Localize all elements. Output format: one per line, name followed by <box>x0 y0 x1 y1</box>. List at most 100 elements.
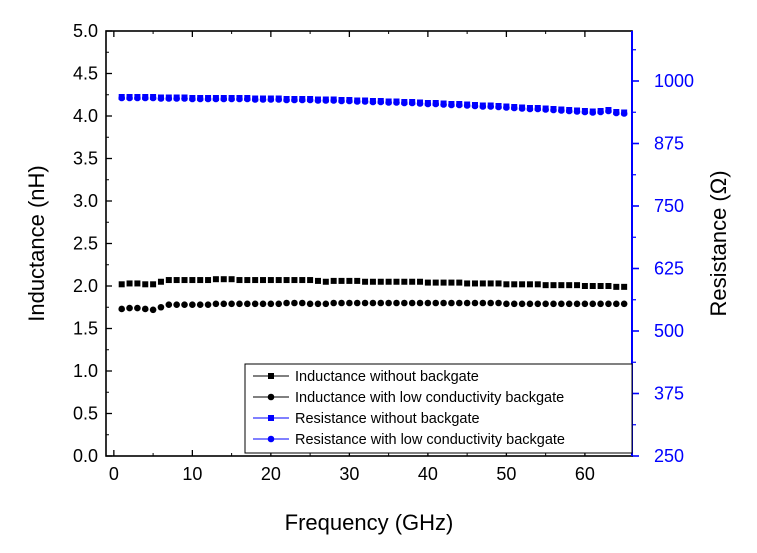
data-point <box>251 300 259 308</box>
x-tick-label: 50 <box>496 464 516 484</box>
data-point <box>518 300 526 308</box>
data-point <box>314 300 322 308</box>
legend-marker-square <box>268 415 274 421</box>
data-point <box>518 105 526 112</box>
data-point <box>196 301 204 309</box>
data-point <box>291 299 298 307</box>
x-axis-title: Frequency (GHz) <box>285 510 454 535</box>
data-point <box>196 95 204 103</box>
legend-label: Inductance without backgate <box>295 369 479 385</box>
data-point <box>448 279 455 286</box>
data-point <box>150 281 157 288</box>
y-left-tick-label: 2.5 <box>73 234 98 254</box>
y-left-tick-label: 3.5 <box>73 149 98 169</box>
data-point <box>581 283 588 289</box>
data-point <box>330 299 337 307</box>
data-point <box>385 278 392 285</box>
data-point <box>424 279 431 286</box>
data-point <box>236 95 243 103</box>
data-point <box>220 300 228 308</box>
data-point <box>338 299 345 307</box>
data-point <box>149 94 157 102</box>
axis-ticks: 0 10 20 30 40 50 60 0.0 0.5 1.0 1.5 2.0 2.5 3.0 3.5 4.0… <box>73 21 694 484</box>
data-point <box>479 280 486 287</box>
data-point <box>134 280 141 287</box>
data-point <box>212 95 220 103</box>
data-point <box>432 279 439 286</box>
data-point <box>605 283 612 289</box>
legend-label: Inductance with low conductivity backgat… <box>295 390 564 406</box>
data-point <box>487 299 494 307</box>
data-point <box>205 277 212 284</box>
data-point <box>377 299 385 307</box>
legend-box <box>244 363 633 454</box>
data-point <box>534 105 542 113</box>
data-point <box>353 98 361 105</box>
data-point <box>189 301 196 309</box>
data-point <box>369 278 376 285</box>
data-point <box>118 305 126 313</box>
data-point <box>440 299 447 307</box>
data-point <box>432 299 440 307</box>
data-point <box>620 110 628 117</box>
data-point <box>456 279 463 286</box>
data-point <box>503 281 510 288</box>
data-point <box>260 277 267 284</box>
data-point <box>299 277 306 284</box>
data-point <box>118 281 125 288</box>
data-point <box>251 96 259 103</box>
data-point <box>510 104 518 112</box>
y-left-axis-title: Inductance (nH) <box>24 165 49 322</box>
data-point <box>346 97 353 105</box>
data-point <box>605 107 612 115</box>
data-point <box>597 283 604 289</box>
x-tick-label: 30 <box>339 464 359 484</box>
data-point <box>126 304 133 312</box>
series-0 <box>118 276 628 290</box>
data-point <box>142 281 149 288</box>
data-point <box>157 95 165 102</box>
data-point <box>565 107 573 115</box>
data-point <box>393 299 400 307</box>
legend: Inductance without backgate Inductance wi… <box>244 363 633 454</box>
data-point <box>495 103 502 111</box>
data-point <box>620 300 628 308</box>
data-point <box>510 300 518 308</box>
y-right-axis-title: Resistance (Ω) <box>706 170 731 316</box>
x-tick-label: 10 <box>182 464 202 484</box>
data-point <box>244 300 251 308</box>
data-point <box>519 281 526 288</box>
data-point <box>338 277 345 284</box>
y-left-tick-label: 0.0 <box>73 446 98 466</box>
data-point <box>228 300 235 308</box>
data-point <box>534 300 542 308</box>
data-point <box>416 299 424 307</box>
y-left-tick-label: 2.0 <box>73 276 98 296</box>
data-point <box>605 300 612 308</box>
y-left-tick-label: 1.0 <box>73 361 98 381</box>
data-point <box>487 280 494 287</box>
data-point <box>353 299 361 307</box>
y-left-tick-label: 3.0 <box>73 191 98 211</box>
series-layer <box>118 94 628 314</box>
legend-entry: Resistance without backgate <box>253 411 480 427</box>
data-point <box>526 281 533 288</box>
data-point <box>291 96 298 104</box>
data-point <box>440 279 447 286</box>
legend-marker-square <box>268 373 274 379</box>
x-tick-label: 60 <box>575 464 595 484</box>
data-point <box>581 300 589 308</box>
data-point <box>267 96 275 103</box>
data-point <box>220 95 228 103</box>
data-point <box>416 100 424 107</box>
data-point <box>267 300 275 308</box>
data-point <box>424 299 432 307</box>
data-point <box>393 278 400 285</box>
data-point <box>275 277 282 284</box>
data-point <box>307 277 314 284</box>
data-point <box>385 299 392 307</box>
data-point <box>487 103 494 110</box>
data-point <box>157 303 165 311</box>
data-point <box>181 95 188 102</box>
data-point <box>362 278 369 285</box>
